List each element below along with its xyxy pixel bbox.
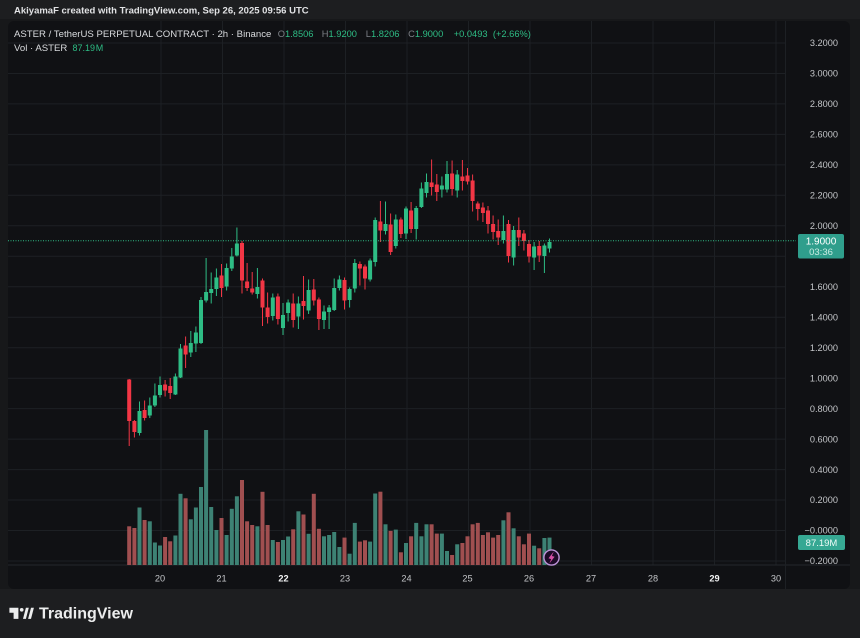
svg-text:−0.0000: −0.0000 [805,526,838,536]
svg-text:0.6000: 0.6000 [810,434,838,444]
svg-text:1.0000: 1.0000 [810,373,838,383]
svg-text:0.2000: 0.2000 [810,495,838,505]
svg-text:ASTER / TetherUS PERPETUAL CON: ASTER / TetherUS PERPETUAL CONTRACT · 2h… [14,29,271,40]
svg-text:28: 28 [648,574,658,584]
svg-text:23: 23 [340,574,350,584]
svg-text:TradingView: TradingView [39,606,134,623]
svg-text:2.2000: 2.2000 [810,191,838,201]
svg-text:1.2000: 1.2000 [810,343,838,353]
svg-text:0.8000: 0.8000 [810,404,838,414]
svg-text:20: 20 [155,574,165,584]
svg-text:25: 25 [462,574,472,584]
svg-text:21: 21 [216,574,226,584]
svg-text:27: 27 [586,574,596,584]
svg-text:0.4000: 0.4000 [810,465,838,475]
svg-text:26: 26 [524,574,534,584]
svg-text:24: 24 [401,574,411,584]
svg-text:2.6000: 2.6000 [810,130,838,140]
svg-text:2.8000: 2.8000 [810,99,838,109]
svg-text:1.4000: 1.4000 [810,312,838,322]
svg-text:87.19 M: 87.19 M [73,43,104,53]
svg-text:22: 22 [278,574,288,584]
svg-text:−0.2000: −0.2000 [805,556,838,566]
svg-text:1.9000: 1.9000 [806,237,837,248]
svg-text:Vol · ASTER: Vol · ASTER [14,43,67,54]
svg-text:3.2000: 3.2000 [810,38,838,48]
svg-text:30: 30 [771,574,781,584]
svg-text:AkiyamaF created with TradingV: AkiyamaF created with TradingView.com, S… [14,6,309,17]
svg-text:1.6000: 1.6000 [810,282,838,292]
svg-text:2.4000: 2.4000 [810,160,838,170]
svg-text:29: 29 [709,574,719,584]
svg-text:3.0000: 3.0000 [810,69,838,79]
svg-text:03:36: 03:36 [809,247,833,258]
svg-text:87.19M: 87.19M [806,538,838,549]
svg-text:2.0000: 2.0000 [810,221,838,231]
